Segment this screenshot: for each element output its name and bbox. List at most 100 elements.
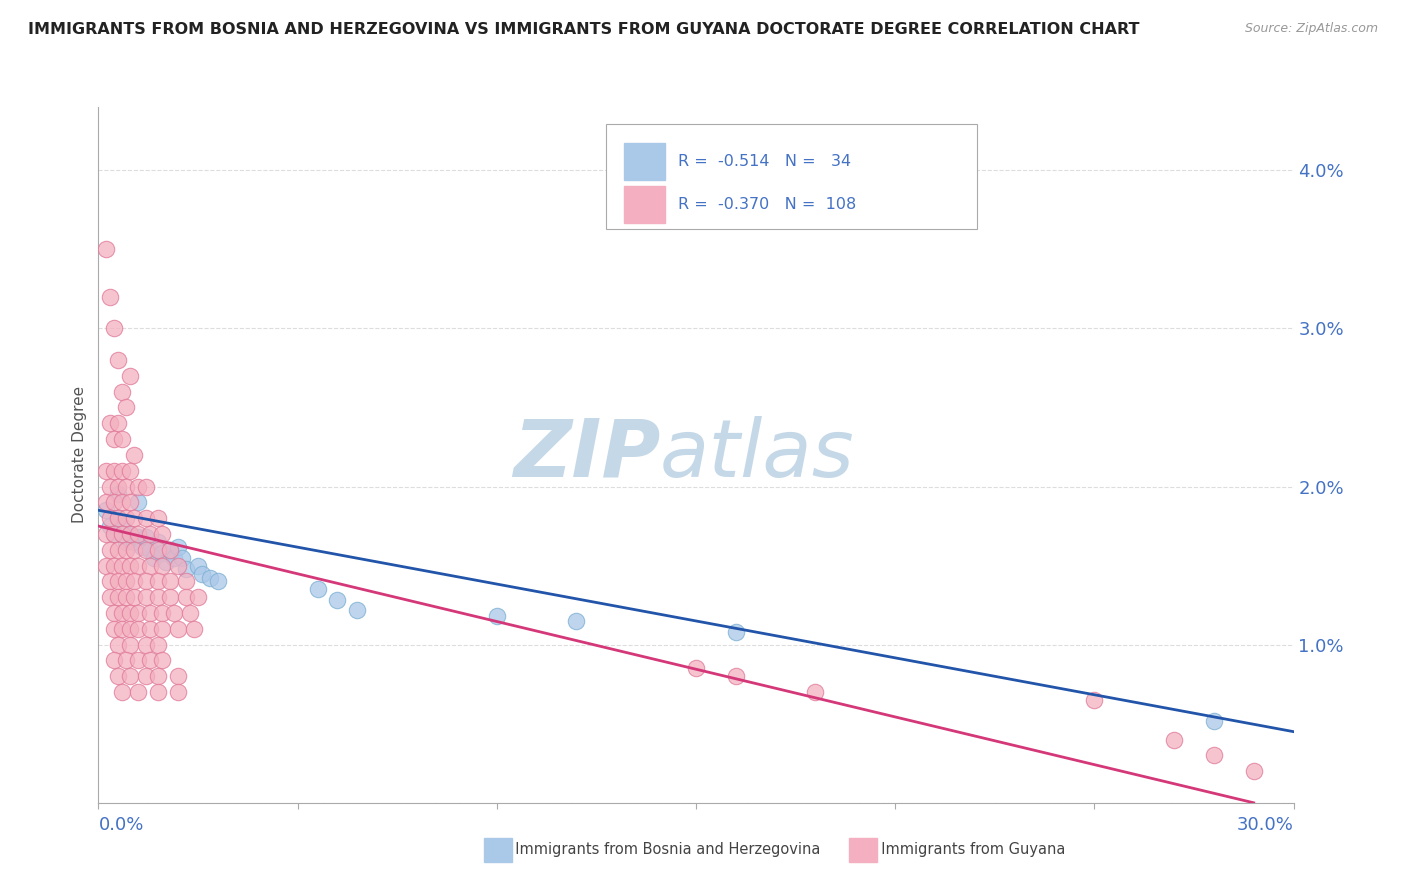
Point (174, 562, 197, 576)
Point (148, 638, 170, 652)
Point (98, 591, 122, 605)
Point (127, 479, 149, 493)
Point (139, 527, 162, 541)
Point (685, 661, 707, 675)
Text: Immigrants from Bosnia and Herzegovina: Immigrants from Bosnia and Herzegovina (506, 842, 821, 856)
Text: IMMIGRANTS FROM BOSNIA AND HERZEGOVINA VS IMMIGRANTS FROM GUYANA DOCTORATE DEGRE: IMMIGRANTS FROM BOSNIA AND HERZEGOVINA V… (28, 22, 1140, 37)
Point (307, 582, 329, 597)
Point (135, 530, 157, 544)
Text: atlas: atlas (661, 416, 855, 494)
Point (207, 574, 229, 589)
Point (107, 669, 129, 683)
Point (148, 511, 170, 525)
Point (148, 591, 170, 605)
Point (120, 558, 142, 573)
Point (107, 479, 129, 493)
FancyBboxPatch shape (624, 186, 665, 223)
Point (174, 574, 197, 589)
Point (150, 653, 173, 667)
Point (103, 606, 125, 620)
Point (107, 417, 129, 431)
Point (127, 495, 149, 509)
Point (115, 479, 138, 493)
Point (127, 606, 149, 620)
Point (159, 574, 181, 589)
Point (111, 606, 134, 620)
Point (107, 591, 129, 605)
Point (115, 542, 138, 557)
Point (103, 432, 125, 446)
Point (115, 653, 138, 667)
Point (135, 591, 157, 605)
Point (724, 669, 747, 683)
Point (167, 558, 190, 573)
Point (565, 614, 588, 628)
Point (326, 593, 349, 607)
Point (120, 464, 142, 478)
Point (172, 550, 194, 565)
Point (148, 574, 170, 589)
Point (1202, 748, 1225, 763)
Point (346, 603, 368, 617)
Point (111, 384, 134, 399)
Point (127, 622, 149, 636)
Point (135, 479, 157, 493)
Point (150, 606, 173, 620)
Point (131, 540, 153, 554)
Point (150, 622, 173, 636)
Point (167, 669, 190, 683)
Point (111, 527, 134, 541)
Text: Source: ZipAtlas.com: Source: ZipAtlas.com (1244, 22, 1378, 36)
Point (191, 566, 214, 581)
Text: ZIP: ZIP (513, 416, 661, 494)
Point (107, 511, 129, 525)
Point (96, 495, 118, 509)
Point (111, 622, 134, 636)
Point (96, 464, 118, 478)
Point (804, 685, 827, 699)
Point (150, 558, 173, 573)
Point (135, 638, 157, 652)
Point (115, 534, 138, 549)
Point (174, 591, 197, 605)
Point (150, 527, 173, 541)
Point (96, 558, 118, 573)
Point (111, 519, 134, 533)
Text: Immigrants from Guyana: Immigrants from Guyana (872, 842, 1066, 856)
Point (124, 542, 146, 557)
Point (139, 558, 162, 573)
Point (98, 479, 122, 493)
Text: 30.0%: 30.0% (1237, 816, 1294, 834)
Point (163, 550, 186, 565)
Point (120, 527, 142, 541)
Point (98, 542, 122, 557)
Point (148, 534, 170, 549)
Point (98, 290, 122, 304)
Point (485, 609, 508, 624)
Point (111, 464, 134, 478)
Point (98, 574, 122, 589)
Point (103, 558, 125, 573)
Point (111, 558, 134, 573)
Point (139, 606, 162, 620)
Point (139, 622, 162, 636)
Point (124, 574, 146, 589)
Point (120, 622, 142, 636)
Point (183, 622, 205, 636)
Point (103, 622, 125, 636)
FancyBboxPatch shape (624, 143, 665, 180)
Point (103, 527, 125, 541)
Point (124, 511, 146, 525)
Point (124, 591, 146, 605)
Point (124, 534, 146, 549)
Point (143, 550, 166, 565)
Text: R =  -0.370   N =  108: R = -0.370 N = 108 (678, 197, 856, 211)
Point (120, 669, 142, 683)
Point (115, 511, 138, 525)
Point (124, 448, 146, 462)
Point (115, 574, 138, 589)
Point (135, 542, 157, 557)
Point (96, 243, 118, 257)
Text: 0.0%: 0.0% (98, 816, 143, 834)
Point (107, 638, 129, 652)
